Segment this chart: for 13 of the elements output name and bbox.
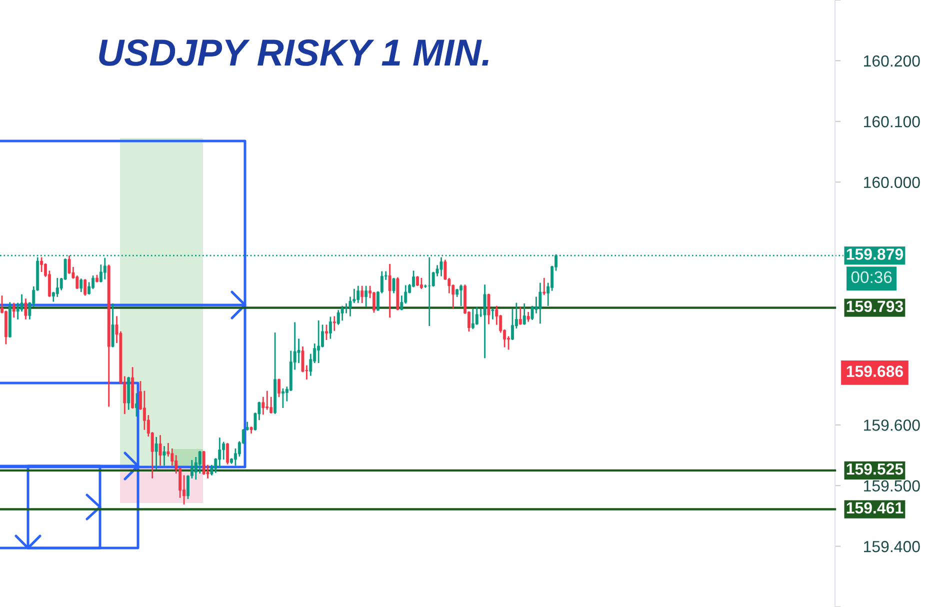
- ref-line-label: 159.461: [846, 502, 904, 514]
- text: 159.686: [846, 366, 904, 377]
- y-tick-label: 159.400: [864, 540, 920, 552]
- ref-line-label: 159.525: [846, 463, 904, 475]
- y-tick-label: 159.600: [864, 420, 920, 431]
- ref-line-label: 159.879: [846, 248, 903, 260]
- ref-line-label: 159.793: [846, 300, 904, 312]
- text: 00:36: [851, 271, 892, 284]
- y-tick-label: 159.500: [864, 480, 920, 492]
- y-tick-label: 160.000: [864, 176, 920, 188]
- y-tick-label: 160.200: [864, 55, 920, 67]
- text: USDJPY RISKY 1 MIN.: [99, 39, 488, 66]
- y-tick-label: 160.100: [864, 116, 920, 128]
